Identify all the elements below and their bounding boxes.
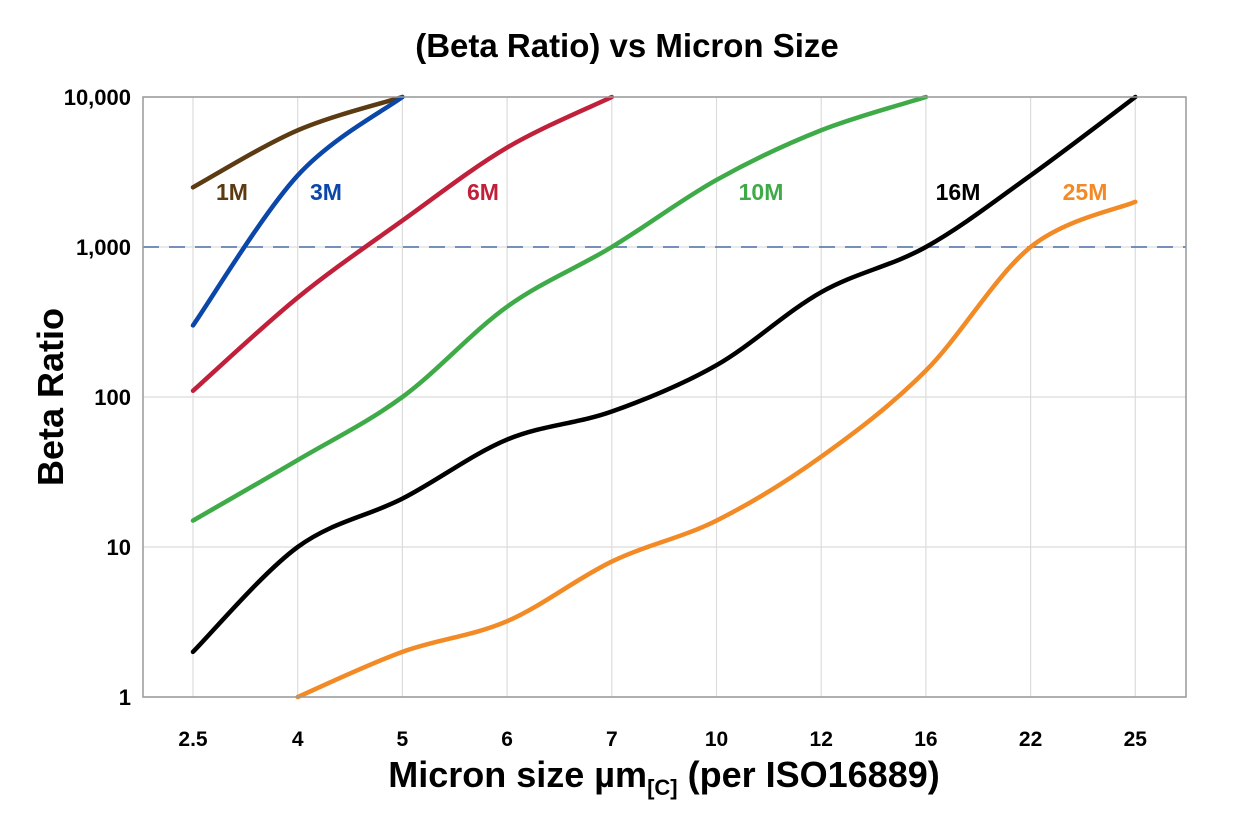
series-line-3M <box>190 94 405 328</box>
y-tick-label: 10,000 <box>64 85 131 110</box>
x-axis-label-suffix: (per ISO16889) <box>678 754 940 795</box>
x-tick-label: 25 <box>1124 728 1148 751</box>
y-tick-label: 1,000 <box>76 235 131 260</box>
x-tick-label: 16 <box>914 728 937 751</box>
series-label-1M: 1M <box>216 179 248 205</box>
x-tick-label: 2.5 <box>178 728 208 751</box>
x-axis-label: Micron size µm[C] (per ISO16889) <box>388 754 939 800</box>
x-axis-label-subscript: [C] <box>647 775 678 800</box>
y-tick-labels: 1 10 100 1,000 10,000 <box>64 85 131 710</box>
x-tick-label: 10 <box>705 728 728 751</box>
y-tick-label: 10 <box>107 535 131 560</box>
y-tick-label: 1 <box>119 685 131 710</box>
chart-title: (Beta Ratio) vs Micron Size <box>415 27 839 64</box>
series-label-3M: 3M <box>310 179 342 205</box>
series-label-6M: 6M <box>467 179 499 205</box>
series-line-25M <box>295 199 1138 700</box>
x-tick-label: 12 <box>810 728 833 751</box>
x-axis-label-main: Micron size µm <box>388 754 647 795</box>
x-tick-label: 5 <box>397 728 409 751</box>
x-tick-label: 22 <box>1019 728 1042 751</box>
series-line-10M <box>190 94 929 523</box>
series-labels: 1M 3M 6M 10M 16M 25M <box>216 179 1107 205</box>
y-axis-label: Beta Ratio <box>30 308 71 486</box>
series-line-6M <box>190 94 615 394</box>
x-tick-labels: 2.5 4 5 6 7 10 12 16 22 25 <box>178 728 1147 751</box>
x-tick-label: 7 <box>606 728 618 751</box>
series-label-10M: 10M <box>739 179 784 205</box>
x-tick-label: 4 <box>292 728 304 751</box>
grid <box>143 96 1186 698</box>
series-lines <box>190 94 1138 700</box>
series-line-16M <box>190 94 1138 655</box>
series-line-1M <box>190 94 405 190</box>
plot-frame <box>142 96 1187 698</box>
series-label-25M: 25M <box>1063 179 1108 205</box>
x-tick-label: 6 <box>501 728 513 751</box>
series-label-16M: 16M <box>936 179 981 205</box>
y-tick-label: 100 <box>94 385 131 410</box>
